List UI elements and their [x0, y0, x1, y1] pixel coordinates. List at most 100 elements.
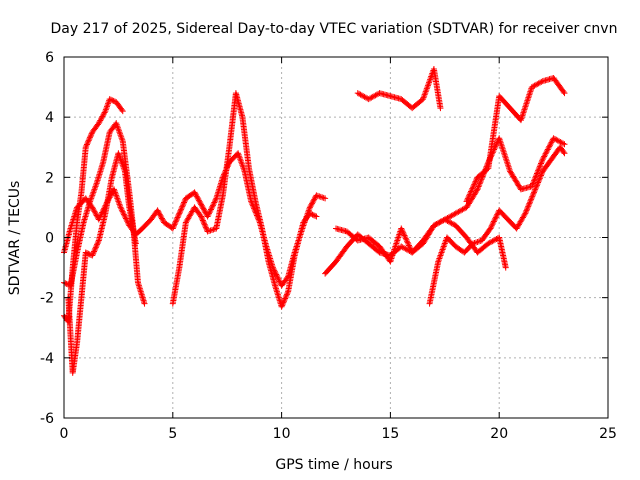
data-point: [526, 199, 533, 206]
data-point: [281, 296, 288, 303]
data-point: [492, 214, 499, 221]
data-point: [280, 298, 287, 305]
data-point: [175, 211, 182, 218]
data-point: [538, 78, 545, 85]
data-point: [535, 179, 542, 186]
data-point: [118, 106, 125, 113]
data-point: [209, 203, 216, 210]
data-point: [273, 271, 280, 278]
data-point: [473, 177, 480, 184]
data-point: [545, 145, 552, 152]
data-point: [154, 207, 161, 214]
data-point: [502, 264, 509, 271]
data-point: [314, 192, 321, 199]
data-point: [531, 189, 538, 196]
data-point: [531, 187, 538, 194]
data-point: [535, 167, 542, 174]
data-point: [155, 208, 162, 215]
data-point: [471, 240, 478, 247]
data-point: [108, 96, 115, 103]
data-point: [538, 171, 545, 178]
data-point: [95, 120, 102, 127]
data-point: [97, 116, 104, 123]
data-point: [82, 144, 89, 151]
data-point: [173, 217, 180, 224]
data-point: [199, 204, 206, 211]
data-point: [306, 210, 313, 217]
data-point: [156, 210, 163, 217]
data-point: [118, 207, 125, 214]
data-point: [97, 117, 104, 124]
data-point: [207, 207, 214, 214]
data-point: [119, 108, 126, 115]
data-point: [90, 207, 97, 214]
data-point: [196, 198, 203, 205]
data-point: [561, 150, 568, 157]
x-tick-label: 10: [273, 426, 291, 442]
data-point: [467, 189, 474, 196]
data-point: [275, 277, 282, 284]
data-point: [199, 216, 206, 223]
data-point: [400, 229, 407, 236]
series-track-i: [426, 144, 568, 307]
data-point: [202, 224, 209, 231]
data-point: [534, 180, 541, 187]
data-point: [202, 223, 209, 230]
data-point: [170, 222, 177, 229]
data-point: [100, 110, 107, 117]
data-point: [191, 189, 198, 196]
data-point: [312, 212, 319, 219]
data-point: [476, 182, 483, 189]
data-points: [61, 66, 568, 376]
data-point: [406, 243, 413, 250]
data-point: [465, 194, 472, 201]
data-point: [524, 204, 531, 211]
data-point: [464, 195, 471, 202]
data-point: [110, 97, 117, 104]
data-point: [172, 218, 179, 225]
data-point: [212, 196, 219, 203]
data-point: [121, 212, 128, 219]
data-point: [310, 212, 317, 219]
data-point: [176, 210, 183, 217]
data-point: [532, 173, 539, 180]
x-axis-label: GPS time / hours: [275, 457, 392, 473]
data-point: [538, 159, 545, 166]
data-point: [487, 225, 494, 232]
series-track-j: [463, 75, 568, 205]
data-point: [198, 214, 205, 221]
data-point: [211, 199, 218, 206]
data-point: [159, 216, 166, 223]
data-point: [471, 181, 478, 188]
data-point: [477, 179, 484, 186]
data-point: [319, 194, 326, 201]
data-point: [95, 216, 102, 223]
data-point: [158, 214, 165, 221]
data-point: [90, 249, 97, 256]
data-point: [120, 211, 127, 218]
data-point: [307, 203, 314, 210]
data-point: [177, 207, 184, 214]
data-point: [84, 140, 91, 147]
data-point: [477, 177, 484, 184]
data-point: [561, 90, 568, 97]
data-point: [466, 191, 473, 198]
data-point: [93, 242, 100, 249]
data-point: [398, 225, 405, 232]
data-point: [522, 209, 529, 216]
data-point: [180, 200, 187, 207]
data-point: [282, 295, 289, 302]
data-point: [476, 180, 483, 187]
data-point: [141, 300, 148, 307]
data-point: [534, 169, 541, 176]
data-point: [532, 174, 539, 181]
data-point: [210, 200, 217, 207]
data-point: [84, 250, 91, 257]
data-point: [192, 190, 199, 197]
data-point: [492, 215, 499, 222]
data-point: [490, 218, 497, 225]
data-point: [210, 226, 217, 233]
data-point: [198, 213, 205, 220]
data-point: [407, 245, 414, 252]
data-point: [195, 196, 202, 203]
